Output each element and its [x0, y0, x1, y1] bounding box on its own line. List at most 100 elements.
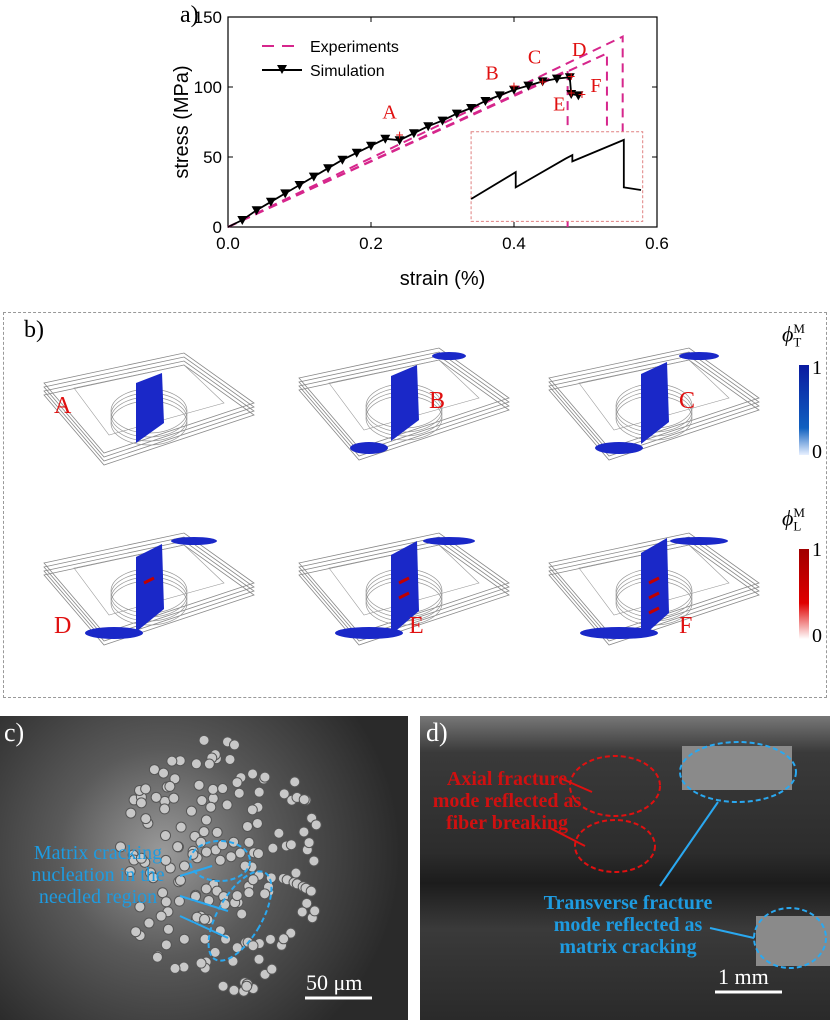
box-layer	[548, 351, 760, 453]
fiber-end	[225, 851, 237, 863]
simulation-marker	[394, 136, 405, 146]
highlight-ellipse	[207, 870, 273, 962]
fiber-bundle	[756, 916, 830, 966]
fiber-end	[160, 939, 172, 951]
fiber-end	[135, 797, 147, 809]
fiber-end	[251, 817, 263, 829]
fiber-end	[179, 860, 191, 872]
fracture-texture	[549, 741, 830, 994]
fiber-end	[195, 836, 207, 848]
fiber-end	[209, 946, 221, 958]
fiber-end	[185, 805, 197, 817]
fiber-end	[168, 792, 180, 804]
fiber-end	[172, 841, 184, 853]
fiber-end	[247, 874, 259, 886]
fiber-end	[147, 872, 159, 884]
edge-damage	[350, 442, 388, 454]
simulation-marker	[351, 148, 362, 158]
damage-box-A: A	[43, 352, 255, 466]
experiment-curve	[227, 51, 608, 228]
state-label: B	[429, 388, 445, 414]
highlight-ellipse	[189, 840, 251, 882]
simulation-marker	[423, 122, 434, 132]
fiber-end	[151, 951, 163, 963]
scale-label: 1 mm	[718, 964, 769, 989]
fiber-end	[267, 842, 279, 854]
fiber-end	[193, 779, 205, 791]
y-tick-label: 150	[194, 8, 222, 27]
fiber-end	[301, 897, 313, 909]
edge-damage	[595, 442, 643, 454]
fiber-end	[239, 860, 251, 872]
phi-symbol: ϕ	[782, 321, 794, 347]
fiber-end	[160, 896, 172, 908]
state-marker: +	[567, 68, 575, 84]
stress-strain-chart: 0.0 0.2 0.4 0.6 0 50 100 150 strain (%) stress (M…	[171, 8, 669, 290]
fiber-end	[214, 854, 226, 866]
simulation-marker	[551, 74, 562, 84]
fiber-end	[303, 837, 315, 849]
sem-image-c: c) Matrix cracking nucleation in the nee…	[0, 716, 408, 1020]
simulation-marker	[251, 206, 262, 216]
fiber-end	[231, 942, 243, 954]
fiber-end	[224, 753, 236, 765]
fiber-end	[198, 826, 210, 838]
fiber-end	[247, 940, 259, 952]
fiber-end	[155, 910, 167, 922]
experiment-curve	[227, 35, 624, 228]
damage-box-F: F	[548, 532, 760, 646]
edge-damage	[670, 537, 728, 545]
fiber-end	[196, 795, 208, 807]
simulation-marker	[265, 197, 276, 207]
state-label: A	[54, 393, 72, 419]
panel-label-d: d)	[426, 718, 448, 747]
colorbar-l-max: 1	[812, 539, 822, 561]
fiber-end	[308, 855, 320, 867]
state-label-C: C	[528, 46, 541, 68]
y-axis-label: stress (MPa)	[171, 65, 193, 178]
fiber-damage	[648, 576, 660, 585]
state-marker: +	[539, 73, 547, 89]
simulation-marker	[437, 116, 448, 126]
colorbar-l	[799, 549, 809, 639]
legend-simulation-label: Simulation	[310, 63, 385, 80]
box-layer	[298, 536, 510, 638]
arrow	[659, 801, 719, 887]
arrow	[549, 827, 586, 847]
box-layer	[548, 347, 760, 449]
fiber-end	[178, 961, 190, 973]
fiber-end	[150, 791, 162, 803]
fiber-end	[217, 783, 229, 795]
inner-frame	[328, 359, 480, 431]
arrow	[179, 865, 213, 877]
fiber-end	[278, 788, 290, 800]
fiber-texture	[115, 734, 372, 1000]
box-layer	[43, 352, 255, 454]
fiber-end	[289, 776, 301, 788]
fiber-end	[143, 917, 155, 929]
fiber-end	[200, 883, 212, 895]
state-label: C	[679, 388, 695, 414]
fiber-end	[236, 908, 248, 920]
fiber-end	[124, 866, 136, 878]
state-label: F	[679, 613, 692, 639]
axial-fracture-annotation: Axial fracture mode reflected as fiber b…	[432, 768, 582, 834]
highlight-ellipse	[679, 741, 797, 803]
fiber-end	[203, 758, 215, 770]
y-tick-label: 0	[213, 218, 222, 237]
fiber-end	[199, 933, 211, 945]
fiber-end	[159, 803, 171, 815]
sup: M	[793, 505, 805, 520]
legend-simulation-marker	[277, 65, 287, 74]
fiber-end	[125, 807, 137, 819]
fiber-damage	[398, 576, 410, 585]
box-layer	[298, 347, 510, 449]
fiber-end	[264, 933, 276, 945]
highlight-ellipse	[753, 907, 827, 969]
box-layer	[548, 540, 760, 642]
damage-box-grid: A B C D E F	[43, 347, 760, 646]
fiber-end	[296, 906, 308, 918]
simulation-marker	[280, 189, 291, 199]
state-marker: +	[567, 85, 575, 101]
